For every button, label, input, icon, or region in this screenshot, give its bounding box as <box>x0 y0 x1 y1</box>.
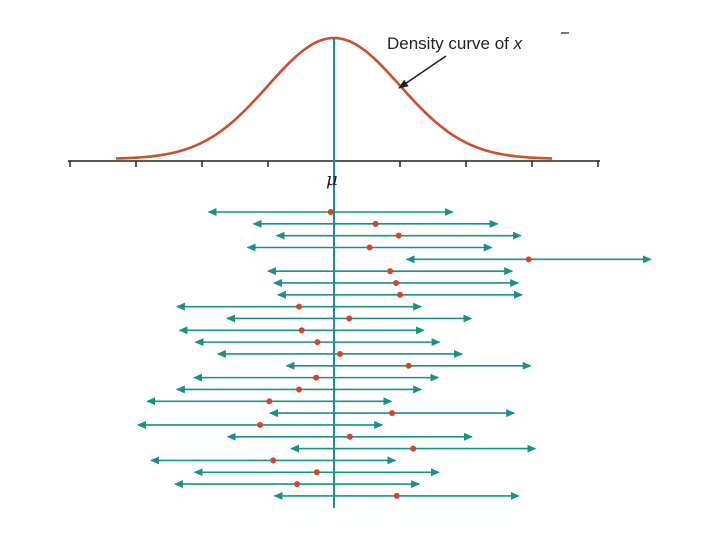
confidence-interval-row <box>273 491 520 500</box>
confidence-interval-row <box>226 314 473 323</box>
confidence-interval-row <box>173 480 421 489</box>
mean-label: μ <box>326 169 338 190</box>
confidence-interval-row <box>150 456 397 465</box>
confidence-interval-row <box>276 290 524 299</box>
sample-mean-point <box>346 433 353 440</box>
confidence-interval-row <box>267 267 514 276</box>
sample-mean-point <box>393 279 400 286</box>
sample-mean-point <box>296 386 303 393</box>
confidence-interval-row <box>275 231 522 240</box>
sample-mean-point <box>266 398 273 405</box>
sample-mean-point <box>298 327 305 334</box>
sample-mean-point <box>393 492 400 499</box>
confidence-intervals <box>136 208 652 500</box>
sample-mean-point <box>389 410 396 417</box>
confidence-interval-row <box>207 208 454 216</box>
sample-mean-point <box>336 350 343 357</box>
confidence-interval-row <box>136 420 384 429</box>
density-curve-label-text: Density curve of <box>387 34 514 53</box>
sample-mean-point <box>525 256 532 263</box>
sample-mean-point <box>405 362 412 369</box>
sample-mean-point <box>296 303 303 310</box>
sample-mean-point <box>366 244 373 251</box>
confidence-interval-row <box>246 243 493 252</box>
confidence-interval-row <box>146 397 393 406</box>
confidence-interval-row <box>252 219 499 228</box>
confidence-interval-row <box>175 385 423 394</box>
x-bar-symbol: x <box>513 34 523 53</box>
sample-mean-point <box>387 268 394 275</box>
confidence-interval-row <box>178 326 425 335</box>
confidence-interval-row <box>193 468 440 477</box>
confidence-interval-row <box>290 444 537 453</box>
sample-mean-point <box>372 220 379 227</box>
sample-mean-point <box>397 291 403 298</box>
confidence-interval-row <box>405 255 652 264</box>
sample-mean-point <box>313 469 320 476</box>
confidence-interval-row <box>285 361 532 370</box>
confidence-interval-row <box>193 373 440 382</box>
sample-mean-point <box>294 481 301 488</box>
confidence-interval-row <box>272 278 520 287</box>
sample-mean-point <box>270 457 277 464</box>
sample-mean-point <box>327 209 334 215</box>
density-curve-label: Density curve of x <box>387 34 523 53</box>
sample-mean-point <box>257 421 264 428</box>
density-pointer-arrow <box>398 55 447 89</box>
confidence-interval-row <box>226 432 473 441</box>
confidence-interval-row <box>268 409 516 418</box>
sample-mean-point <box>313 374 320 381</box>
sample-mean-point <box>410 445 417 452</box>
confidence-interval-row <box>194 338 441 347</box>
sample-mean-point <box>346 315 353 322</box>
sample-mean-point <box>314 339 321 346</box>
confidence-interval-row <box>175 302 423 311</box>
confidence-interval-row <box>216 349 464 358</box>
sample-mean-point <box>395 232 402 239</box>
